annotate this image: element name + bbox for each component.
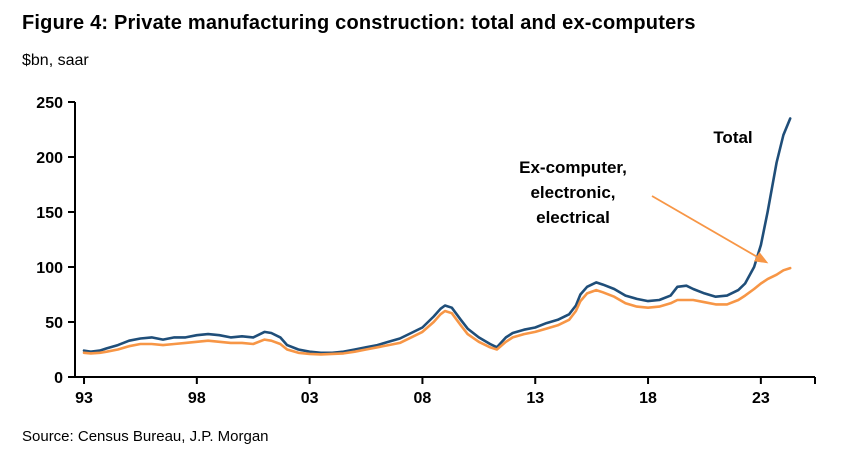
ex-computer-series-label-line-3: electrical [536, 208, 610, 227]
chart-title: Figure 4: Private manufacturing construc… [22, 12, 696, 34]
annotation-arrow [651, 195, 769, 264]
line-chart: 0 50 100 150 200 250 93 98 03 08 13 18 23 Total Ex-com… [36, 95, 816, 407]
ex-computer-series-label-line-1: Ex-computer, [519, 158, 627, 177]
x-tick-label: 03 [301, 390, 319, 407]
chart-subtitle: $bn, saar [22, 52, 89, 69]
x-tick-label: 98 [188, 390, 206, 407]
total-series-line [82, 117, 792, 355]
y-tick-label: 150 [36, 205, 63, 222]
x-tick-label: 93 [75, 390, 93, 407]
x-tick-label: 23 [752, 390, 770, 407]
chart-source: Source: Census Bureau, J.P. Morgan [22, 428, 269, 445]
axes [74, 102, 815, 378]
x-tick-label: 18 [639, 390, 657, 407]
ex-computer-series-line [82, 266, 792, 356]
y-tick-label: 200 [36, 150, 63, 167]
total-series-label: Total [713, 128, 752, 147]
ex-computer-series-label-line-2: electronic, [530, 183, 615, 202]
x-tick-label: 08 [414, 390, 432, 407]
y-tick-label: 100 [36, 260, 63, 277]
y-tick-label: 250 [36, 95, 63, 112]
y-tick-label: 50 [45, 315, 63, 332]
y-tick-label: 0 [54, 370, 63, 387]
x-tick-label: 13 [526, 390, 544, 407]
